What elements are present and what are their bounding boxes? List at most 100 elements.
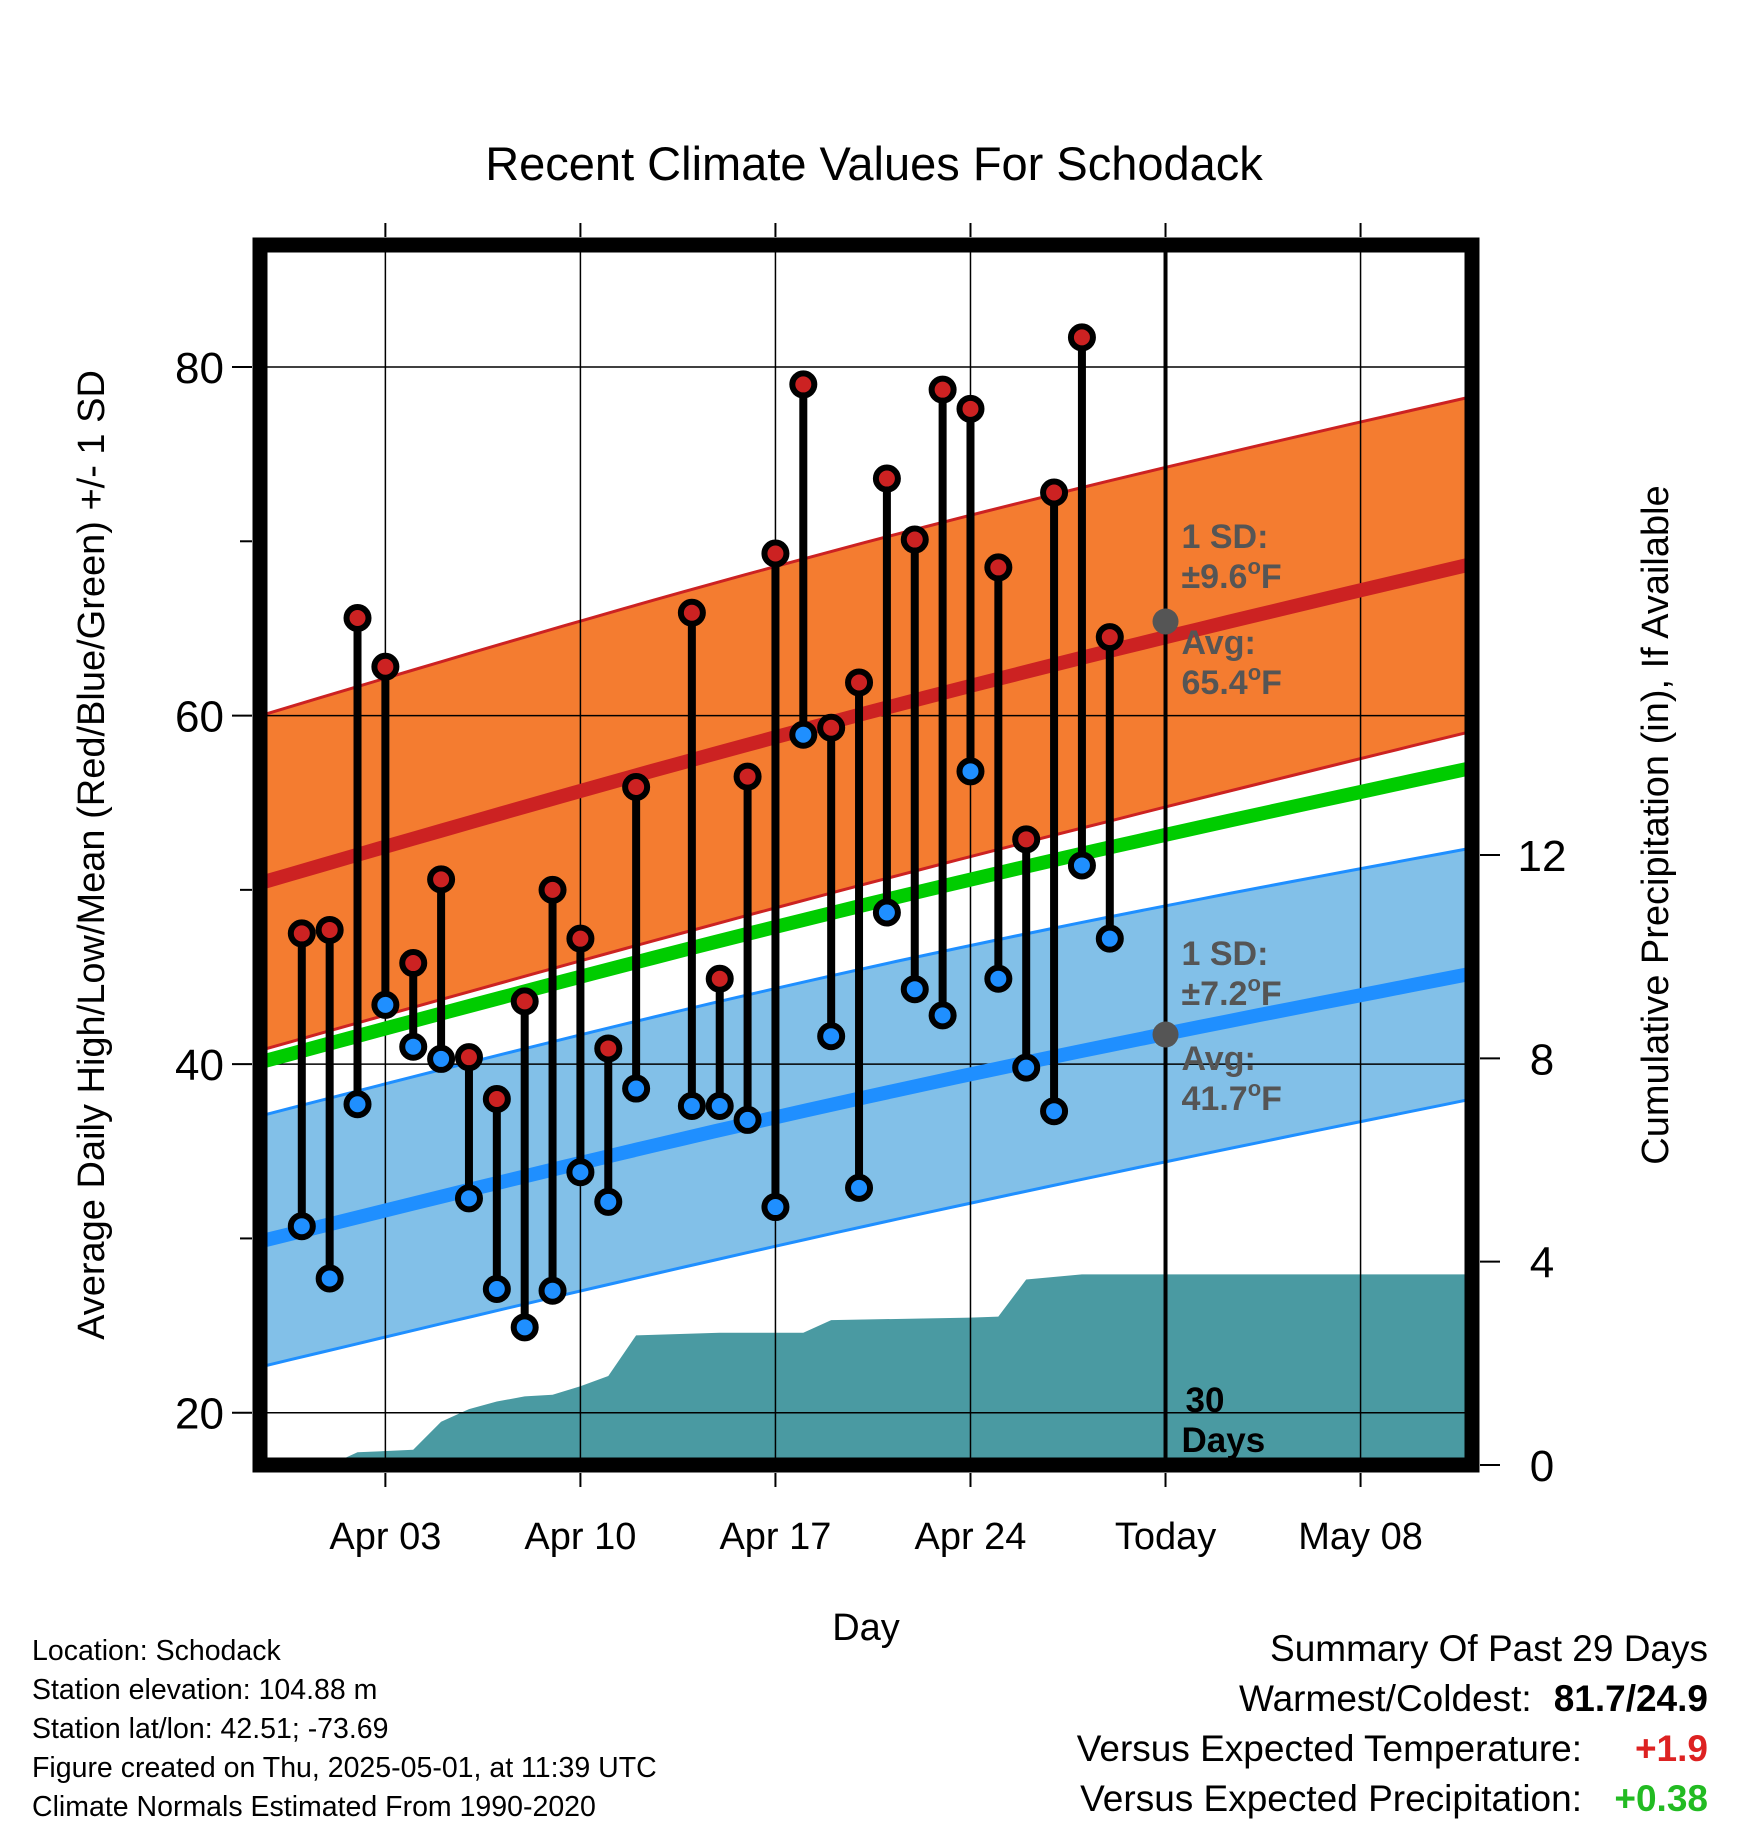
y-axis-label: Average Daily High/Low/Mean (Red/Blue/Gr… bbox=[71, 370, 113, 1340]
daily-low-point bbox=[1040, 1097, 1069, 1126]
daily-low-point bbox=[1067, 851, 1096, 880]
low-sd-band bbox=[260, 848, 1472, 1367]
low-avg-label: Avg: bbox=[1182, 1040, 1256, 1078]
high-sd-upper-edge bbox=[260, 395, 1472, 718]
daily-high-point bbox=[594, 1034, 623, 1063]
daily-high-point bbox=[371, 652, 400, 681]
daily-high-point bbox=[900, 525, 929, 554]
daily-high-point bbox=[427, 865, 456, 894]
daily-low-point bbox=[984, 964, 1013, 993]
daily-low-point bbox=[566, 1158, 595, 1187]
daily-low-point bbox=[705, 1091, 734, 1120]
x-tick-label: Apr 10 bbox=[524, 1516, 636, 1558]
daily-high-point bbox=[733, 762, 762, 791]
elevation-text: Station elevation: 104.88 m bbox=[32, 1674, 378, 1706]
x-tick-label: Apr 17 bbox=[719, 1516, 831, 1558]
temp-value: +1.9 bbox=[1634, 1728, 1708, 1769]
daily-low-point bbox=[454, 1184, 483, 1213]
daily-low-point bbox=[677, 1091, 706, 1120]
daily-low-point bbox=[733, 1105, 762, 1134]
chart-title: Recent Climate Values For Schodack bbox=[485, 137, 1263, 190]
daily-high-point bbox=[343, 603, 372, 632]
daily-low-point bbox=[399, 1032, 428, 1061]
high-avg-label: Avg: bbox=[1182, 624, 1256, 662]
daily-high-point bbox=[677, 598, 706, 627]
daily-low-point bbox=[538, 1276, 567, 1305]
temp-label: Versus Expected Temperature: bbox=[1076, 1728, 1582, 1769]
summary-heading: Summary Of Past 29 Days bbox=[1270, 1628, 1708, 1669]
x-tick-label: Apr 24 bbox=[914, 1516, 1026, 1558]
low-sd-value: ±7.2oF bbox=[1182, 971, 1282, 1013]
today-high-avg-marker bbox=[1152, 608, 1179, 635]
daily-high-point bbox=[761, 539, 790, 568]
daily-low-point bbox=[510, 1313, 539, 1342]
daily-high-point bbox=[1095, 623, 1124, 652]
summary-precip-row: Versus Expected Precipitation: +0.38 bbox=[1077, 1774, 1708, 1824]
low-avg-value: 41.7oF bbox=[1182, 1076, 1282, 1118]
today-low-avg-marker bbox=[1152, 1021, 1179, 1048]
daily-high-point bbox=[482, 1085, 511, 1113]
high-sd-value: ±9.6oF bbox=[1182, 554, 1282, 596]
daily-high-point bbox=[287, 919, 316, 948]
daily-low-point bbox=[900, 975, 929, 1004]
latlon-text: Station lat/lon: 42.51; -73.69 bbox=[32, 1713, 389, 1745]
station-info: Location: Schodack Station elevation: 10… bbox=[32, 1632, 657, 1827]
daily-low-point bbox=[1095, 924, 1124, 953]
daily-low-point bbox=[817, 1022, 846, 1051]
precip-label: Versus Expected Precipitation: bbox=[1080, 1778, 1582, 1819]
plot-area bbox=[260, 245, 1472, 1465]
y-tick-label: 80 bbox=[175, 344, 224, 393]
high-sd-label: 1 SD: bbox=[1182, 518, 1269, 556]
x-tick-label: Apr 03 bbox=[329, 1516, 441, 1558]
normal-mean-line bbox=[260, 761, 1472, 1070]
daily-high-point bbox=[928, 375, 957, 404]
high-sd-lower-edge bbox=[260, 729, 1472, 1052]
y-tick-label: 40 bbox=[175, 1041, 224, 1090]
y-tick-label: 60 bbox=[175, 693, 224, 742]
y2-tick-label: 4 bbox=[1530, 1239, 1554, 1288]
x-axis-label: Day bbox=[832, 1607, 900, 1649]
daily-high-point bbox=[872, 464, 901, 493]
summary-temp-row: Versus Expected Temperature: +1.9 bbox=[1077, 1724, 1708, 1774]
y2-tick-label: 8 bbox=[1530, 1035, 1554, 1084]
normals-text: Climate Normals Estimated From 1990-2020 bbox=[32, 1791, 596, 1823]
daily-high-point bbox=[510, 987, 539, 1016]
daily-low-point bbox=[371, 990, 400, 1019]
y2-axis-label: Cumulative Precipitation (in), If Availa… bbox=[1635, 485, 1677, 1164]
daily-high-point bbox=[538, 875, 567, 904]
period-word-label: Days bbox=[1182, 1421, 1266, 1460]
daily-low-point bbox=[594, 1187, 623, 1216]
low-sd-label: 1 SD: bbox=[1182, 935, 1269, 973]
warm-cold-label: Warmest/Coldest: bbox=[1239, 1678, 1532, 1719]
daily-high-point bbox=[315, 915, 344, 944]
daily-high-point bbox=[1067, 323, 1096, 352]
high-avg-value: 65.4oF bbox=[1182, 660, 1282, 702]
period-number-label: 30 bbox=[1186, 1381, 1225, 1420]
daily-low-point bbox=[622, 1074, 651, 1103]
precip-value: +0.38 bbox=[1614, 1778, 1708, 1819]
created-text: Figure created on Thu, 2025-05-01, at 11… bbox=[32, 1752, 657, 1784]
daily-high-point bbox=[984, 553, 1013, 582]
daily-high-point bbox=[817, 713, 846, 742]
summary-panel: Summary Of Past 29 Days Warmest/Coldest:… bbox=[1077, 1624, 1708, 1824]
daily-low-point bbox=[956, 757, 985, 786]
daily-high-point bbox=[622, 773, 651, 802]
daily-high-point bbox=[1012, 825, 1041, 854]
daily-high-point bbox=[845, 668, 874, 697]
daily-high-point bbox=[789, 370, 818, 399]
warm-cold-value: 81.7/24.9 bbox=[1553, 1678, 1708, 1719]
daily-high-point bbox=[399, 949, 428, 978]
plot-frame bbox=[252, 237, 1480, 1473]
daily-low-point bbox=[761, 1193, 790, 1222]
daily-low-point bbox=[1012, 1053, 1041, 1082]
y2-tick-label: 0 bbox=[1530, 1442, 1554, 1491]
daily-low-point bbox=[315, 1264, 344, 1293]
summary-warm-cold-row: Warmest/Coldest: 81.7/24.9 bbox=[1077, 1674, 1708, 1724]
daily-low-point bbox=[928, 1001, 957, 1030]
y2-tick-label: 12 bbox=[1518, 832, 1567, 881]
daily-high-point bbox=[705, 964, 734, 993]
daily-low-point bbox=[872, 898, 901, 927]
daily-low-point bbox=[343, 1090, 372, 1119]
daily-high-point bbox=[956, 394, 985, 423]
daily-low-point bbox=[482, 1274, 511, 1303]
